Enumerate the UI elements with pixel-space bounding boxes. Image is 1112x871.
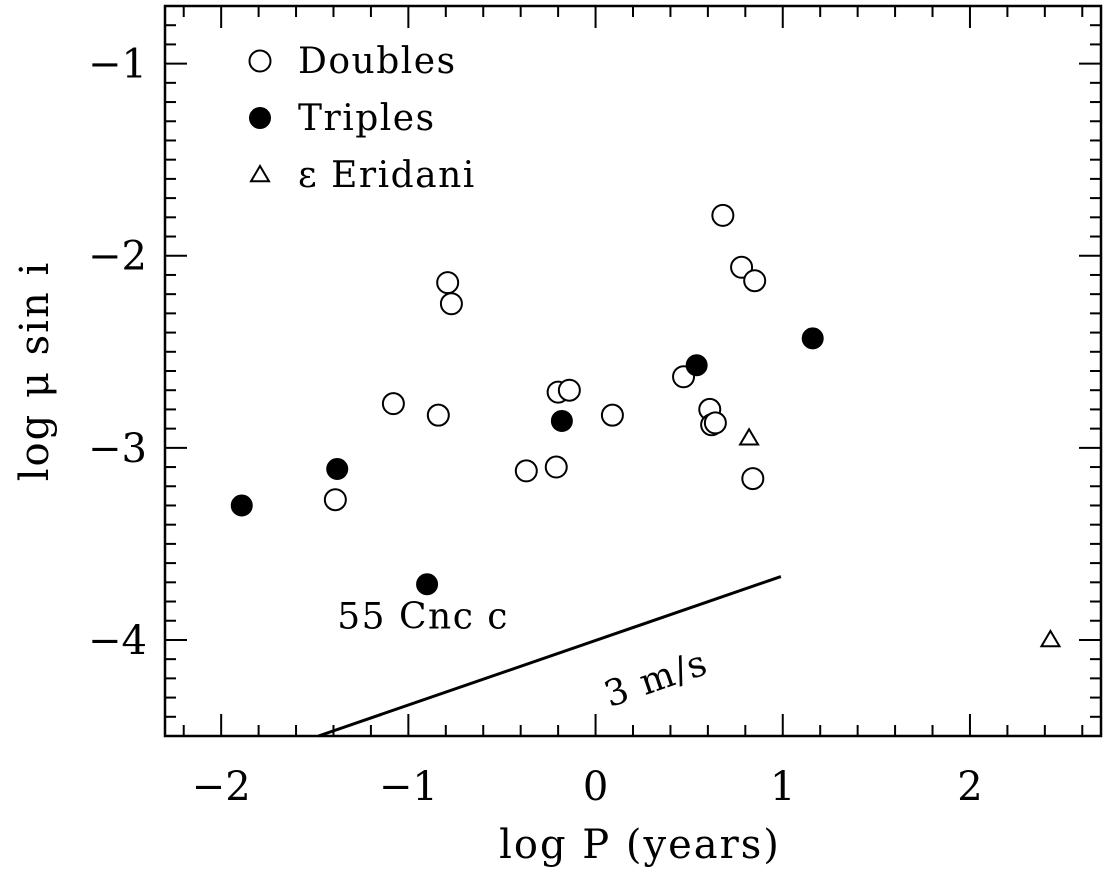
double-point [381,392,405,416]
legend-doubles-marker [248,49,272,73]
y-axis-label: log μ sin i [12,261,58,482]
legend-doubles-label: Doubles [298,41,457,82]
double-point [711,203,735,227]
x-axis-label: log P (years) [499,822,781,868]
double-point [436,271,460,295]
legend-triples-label: Triples [298,98,436,139]
x-tick-label: −2 [192,764,251,810]
legend-eridani-label: ε Eridani [298,155,476,196]
triple-point [416,573,439,596]
y-tick-label: −1 [88,42,147,88]
legend: Doubles Triples ε Eridani [248,41,476,196]
annotation-55-cnc-c: 55 Cnc c [337,596,509,637]
triple-point [550,409,573,432]
x-tick-label: 2 [957,764,982,810]
double-point [703,411,727,435]
y-tick-labels: −1 −2 −3 −4 [88,42,147,664]
double-point [544,455,568,479]
double-point [439,292,463,316]
data-points [230,203,1062,648]
double-point [600,403,624,427]
y-tick-label: −3 [88,426,147,472]
legend-eridani-marker [249,164,271,183]
double-point [323,488,347,512]
x-tick-label: −1 [379,764,438,810]
double-point [557,378,581,402]
double-point [741,467,765,491]
triple-point [801,327,824,350]
reference-line-label: 3 m/s [599,642,713,716]
eridani-point [738,427,760,446]
triple-point [685,354,708,377]
double-point [426,403,450,427]
x-tick-labels: −2 −1 0 1 2 [192,764,983,810]
eridani-point [1039,628,1062,648]
legend-triples-marker [249,107,271,129]
reference-line-3ms [318,575,782,738]
y-tick-label: −2 [88,234,147,280]
annotations: 55 Cnc c [337,596,509,637]
double-point [743,269,767,293]
y-tick-label: −4 [88,618,147,664]
axis-ticks [165,6,1101,736]
triple-point [326,457,349,480]
x-tick-label: 0 [583,764,608,810]
double-point [514,459,538,483]
x-tick-label: 1 [770,764,795,810]
triple-point [230,494,253,517]
